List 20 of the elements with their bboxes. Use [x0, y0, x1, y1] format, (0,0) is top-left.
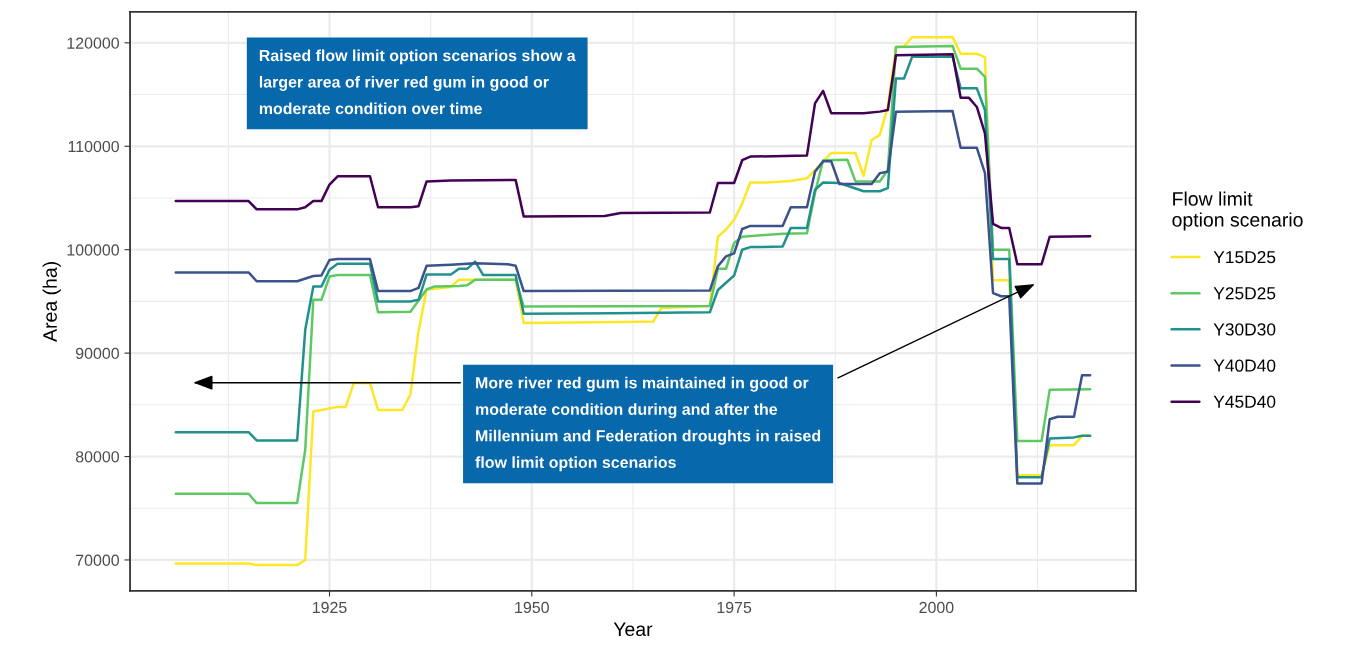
legend-label: Y15D25	[1213, 250, 1276, 264]
legend-label: Y30D30	[1213, 323, 1276, 336]
legend-title: Flow limit option scenario	[1172, 191, 1303, 231]
y-tick-label: 90000	[75, 347, 120, 360]
y-axis-title: Area (ha)	[42, 262, 61, 342]
y-tick-label: 70000	[76, 554, 120, 566]
y-tick-label: 80000	[75, 451, 120, 463]
legend-label: Y40D40	[1213, 359, 1276, 372]
x-tick-label: 1925	[312, 601, 347, 614]
x-tick-label: 2000	[919, 601, 954, 614]
legend-label: Y25D25	[1213, 287, 1276, 300]
x-axis-title: Year	[613, 622, 653, 637]
y-tick-label: 110000	[68, 140, 120, 153]
x-tick-label: 1975	[717, 601, 752, 614]
x-tick-label: 1950	[515, 601, 549, 614]
annotation: Raised flow limit option scenarios show a larger area of river red gum in good or moderate condition over time	[259, 49, 576, 115]
y-tick-label: 120000	[67, 37, 120, 49]
annotation: More river red gum is maintained in good or moderate condition during and after the Millennium and Federation droughts in raised flow limit option scenarios	[475, 376, 821, 472]
legend-label: Y45D40	[1213, 395, 1276, 408]
y-tick-label: 100000	[67, 244, 120, 256]
